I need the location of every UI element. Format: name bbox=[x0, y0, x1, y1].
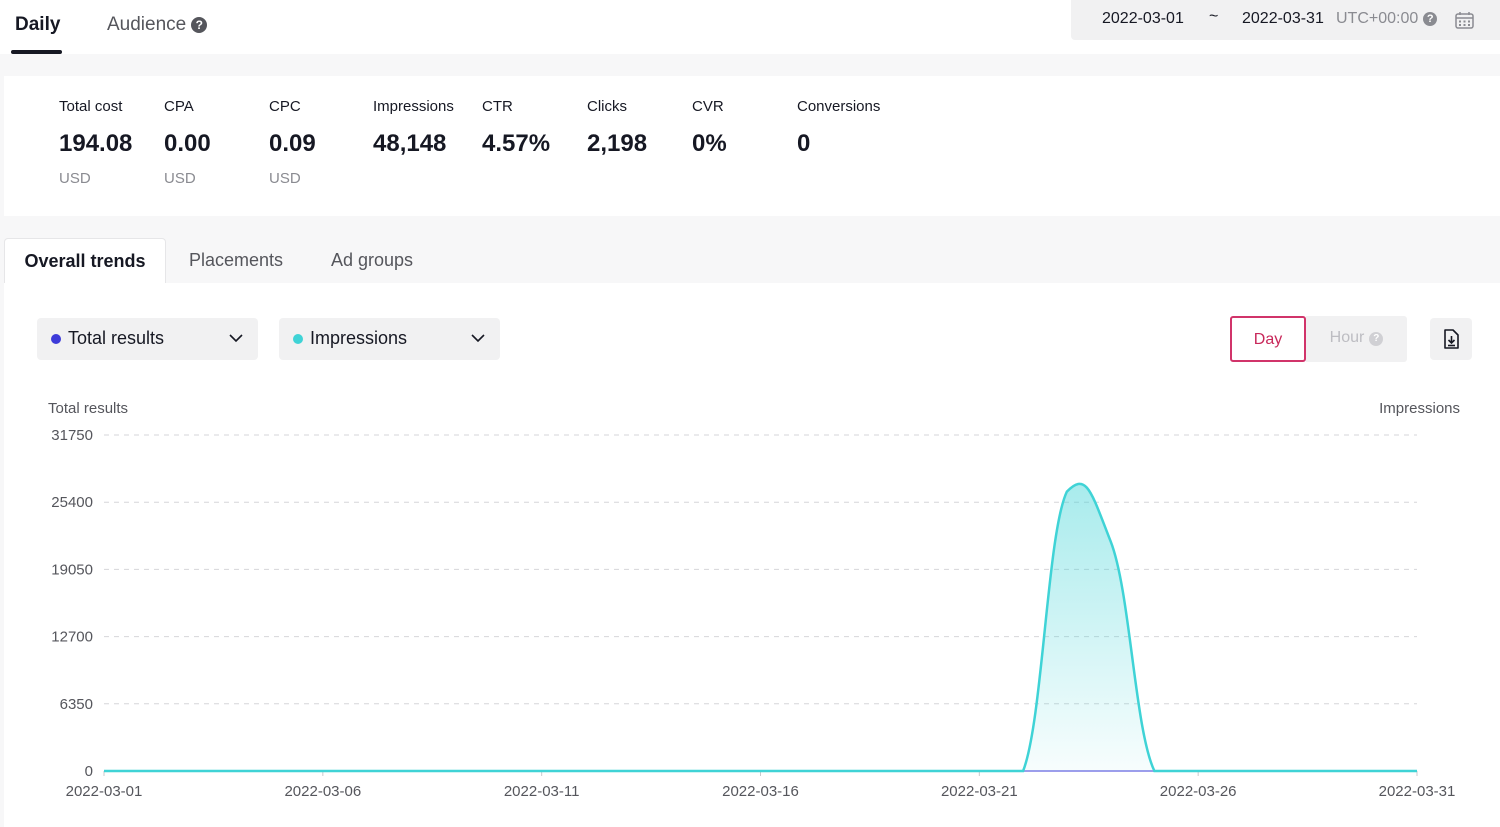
x-tick-label: 2022-03-11 bbox=[504, 783, 580, 800]
tab-active-indicator bbox=[11, 50, 62, 54]
timezone-label: UTC+00:00? bbox=[1336, 10, 1438, 28]
metrics-summary: Total cost 194.08 USD CPA 0.00 USD CPC 0… bbox=[4, 76, 1500, 216]
section-tabs: Overall trends Placements Ad groups bbox=[0, 238, 1500, 283]
metric-label: Clicks bbox=[587, 98, 627, 115]
chevron-down-icon bbox=[471, 334, 485, 343]
x-tick-label: 2022-03-06 bbox=[284, 783, 361, 800]
chart-panel: Total results Impressions Day Hour? Tota… bbox=[4, 283, 1500, 827]
x-tick-label: 2022-03-16 bbox=[722, 783, 799, 800]
metric-value: 0.00 bbox=[164, 130, 211, 157]
granularity-day-button[interactable]: Day bbox=[1230, 316, 1306, 362]
granularity-hour-button[interactable]: Hour? bbox=[1306, 316, 1407, 362]
metric-unit: USD bbox=[59, 170, 91, 187]
date-start[interactable]: 2022-03-01 bbox=[1102, 10, 1184, 27]
y-tick-label: 6350 bbox=[60, 696, 93, 713]
metric-label: CVR bbox=[692, 98, 724, 115]
tab-ad-groups[interactable]: Ad groups bbox=[331, 250, 414, 270]
metric-label: Conversions bbox=[797, 98, 881, 115]
tab-audience-label: Audience bbox=[107, 14, 187, 35]
metric-label: Total cost bbox=[59, 98, 123, 115]
date-end[interactable]: 2022-03-31 bbox=[1242, 10, 1324, 27]
y-tick-label: 19050 bbox=[51, 561, 93, 578]
select-label: Total results bbox=[68, 328, 165, 348]
series-area-impressions bbox=[104, 483, 1417, 771]
series-line-impressions bbox=[104, 482, 1417, 773]
tab-overall-trends[interactable]: Overall trends bbox=[4, 238, 166, 283]
metric-label: CTR bbox=[482, 98, 513, 115]
select-label: Impressions bbox=[310, 328, 408, 348]
calendar-icon[interactable] bbox=[1455, 11, 1474, 29]
series-dot bbox=[51, 334, 61, 344]
metric-label: Impressions bbox=[373, 98, 454, 115]
metric-value: 48,148 bbox=[373, 130, 447, 157]
hour-help-icon[interactable]: ? bbox=[1369, 332, 1384, 346]
tab-audience[interactable]: Audience? bbox=[107, 14, 208, 36]
x-tick-label: 2022-03-31 bbox=[1379, 783, 1456, 800]
help-icon[interactable]: ? bbox=[191, 17, 208, 33]
metric-value: 0 bbox=[797, 130, 811, 157]
metric-select-impressions[interactable]: Impressions bbox=[279, 318, 500, 360]
download-icon bbox=[1444, 329, 1459, 349]
metric-unit: USD bbox=[164, 170, 196, 187]
tab-placements[interactable]: Placements bbox=[189, 250, 284, 270]
timezone-help-icon[interactable]: ? bbox=[1423, 12, 1438, 26]
metric-value: 4.57% bbox=[482, 130, 551, 157]
tab-daily[interactable]: Daily bbox=[15, 14, 61, 35]
download-button[interactable] bbox=[1430, 318, 1472, 360]
metric-unit: USD bbox=[269, 170, 301, 187]
metric-label: CPA bbox=[164, 98, 194, 115]
x-tick-label: 2022-03-26 bbox=[1160, 783, 1237, 800]
metric-value: 0% bbox=[692, 130, 727, 157]
trend-chart: Total results Impressions 0 6350 12700 1905… bbox=[48, 400, 1460, 800]
hour-label: Hour bbox=[1329, 329, 1365, 346]
left-axis-label: Total results bbox=[48, 400, 128, 417]
metric-value: 2,198 bbox=[587, 130, 648, 157]
y-tick-label: 25400 bbox=[51, 494, 93, 511]
metric-value: 194.08 bbox=[59, 130, 133, 157]
y-tick-label: 0 bbox=[85, 763, 93, 780]
x-tick-label: 2022-03-21 bbox=[941, 783, 1018, 800]
metric-select-total-results[interactable]: Total results bbox=[37, 318, 258, 360]
top-bar: Daily Audience? 2022-03-01 ~ 2022-03-31 … bbox=[0, 0, 1500, 54]
right-axis-label: Impressions bbox=[1379, 400, 1460, 417]
metric-label: CPC bbox=[269, 98, 301, 115]
date-range-picker[interactable]: 2022-03-01 ~ 2022-03-31 UTC+00:00? bbox=[1071, 0, 1500, 40]
y-tick-label: 31750 bbox=[51, 427, 93, 444]
series-dot bbox=[293, 334, 303, 344]
x-tick-label: 2022-03-01 bbox=[66, 783, 143, 800]
timezone-text: UTC+00:00 bbox=[1336, 10, 1419, 27]
chevron-down-icon bbox=[229, 334, 243, 343]
metric-value: 0.09 bbox=[269, 130, 316, 157]
date-separator: ~ bbox=[1209, 8, 1219, 25]
y-tick-label: 12700 bbox=[51, 629, 93, 646]
